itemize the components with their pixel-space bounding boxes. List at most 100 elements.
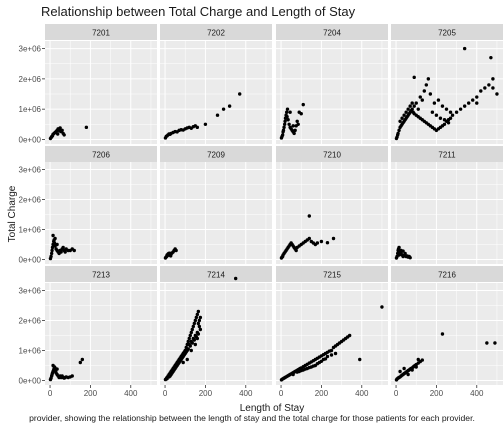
data-point xyxy=(288,110,292,114)
data-point xyxy=(424,83,429,87)
data-point xyxy=(167,251,172,255)
data-point xyxy=(403,251,407,256)
data-point xyxy=(191,324,195,329)
y-tick-label: 3e+06 xyxy=(19,287,42,296)
data-point xyxy=(282,122,287,127)
data-point xyxy=(197,318,202,323)
data-point xyxy=(184,350,188,354)
facet-strip xyxy=(391,266,503,282)
data-point xyxy=(400,116,404,120)
data-point xyxy=(418,95,422,99)
data-point xyxy=(238,92,242,96)
facet-panels: 7201 7202 7204 7205 7206 7209 7210 7211 7213 7214… xyxy=(45,24,503,385)
data-point xyxy=(292,131,296,136)
y-tick-label: 2e+06 xyxy=(19,317,42,326)
data-point xyxy=(466,101,471,105)
data-point xyxy=(174,365,178,369)
data-point xyxy=(307,214,311,218)
data-point xyxy=(331,236,336,241)
data-point xyxy=(479,89,483,93)
facet-strip xyxy=(391,146,503,162)
data-point xyxy=(190,327,194,332)
data-point xyxy=(434,113,439,117)
data-point xyxy=(358,357,362,362)
data-point xyxy=(485,341,489,345)
data-point xyxy=(55,242,59,247)
data-point xyxy=(347,333,352,338)
data-point xyxy=(227,104,232,108)
data-point xyxy=(475,95,479,99)
data-point xyxy=(196,332,201,336)
x-tick-label: 400 xyxy=(355,389,369,398)
facet-strip xyxy=(45,266,157,282)
data-point xyxy=(420,358,424,362)
data-point xyxy=(483,86,487,90)
y-tick-label: 1e+06 xyxy=(19,226,42,235)
panel-background xyxy=(160,283,272,385)
facet-strip xyxy=(45,24,157,40)
data-point xyxy=(412,75,416,80)
data-point xyxy=(303,367,307,371)
facet-panel-7214: 7214 xyxy=(160,266,272,385)
data-point xyxy=(70,374,74,378)
data-point xyxy=(178,359,182,363)
data-point xyxy=(397,128,401,133)
data-point xyxy=(49,254,53,259)
data-point xyxy=(397,245,401,250)
x-tick-label: 0 xyxy=(394,389,399,398)
facet-strip xyxy=(45,146,157,162)
data-point xyxy=(299,112,303,116)
data-point xyxy=(58,126,62,130)
data-point xyxy=(329,353,334,357)
data-point xyxy=(53,236,57,241)
data-point xyxy=(188,333,192,338)
data-point xyxy=(319,359,324,363)
figure-caption: provider, showing the relationship betwe… xyxy=(29,413,475,423)
facet-panel-7216: 7216 xyxy=(391,266,503,385)
data-point xyxy=(50,245,55,250)
facet-panel-7202: 7202 xyxy=(160,24,272,144)
data-point xyxy=(491,77,495,81)
facet-panel-7209: 7209 xyxy=(160,146,272,264)
data-point xyxy=(195,336,200,341)
data-point xyxy=(52,241,57,245)
y-tick-label: 3e+06 xyxy=(19,45,42,54)
data-point xyxy=(186,347,190,351)
data-point xyxy=(442,118,447,122)
facet-strip-label: 7215 xyxy=(323,271,341,280)
data-point xyxy=(80,357,85,362)
data-point xyxy=(172,368,176,372)
data-point xyxy=(187,336,191,341)
facet-panel-7211: 7211 xyxy=(391,146,503,264)
data-point xyxy=(401,249,405,253)
facet-panel-7206: 7206 xyxy=(45,146,157,264)
data-point xyxy=(420,98,424,102)
data-point xyxy=(51,233,55,238)
x-tick-label: 200 xyxy=(84,389,98,398)
data-point xyxy=(286,118,290,122)
data-point xyxy=(285,107,290,111)
data-point xyxy=(51,363,55,368)
data-point xyxy=(188,344,192,348)
data-point xyxy=(193,342,198,347)
data-point xyxy=(293,128,297,133)
data-point xyxy=(280,133,285,137)
data-point xyxy=(299,368,303,373)
facet-strip-label: 7210 xyxy=(323,151,341,160)
data-point xyxy=(283,119,287,123)
facet-strip-label: 7202 xyxy=(207,29,225,38)
data-point xyxy=(444,107,449,111)
data-point xyxy=(436,98,441,102)
panel-background xyxy=(391,41,503,144)
x-tick-label: 400 xyxy=(470,389,484,398)
data-point xyxy=(170,371,174,375)
facet-panel-7204: 7204 xyxy=(276,24,388,144)
data-point xyxy=(50,248,54,253)
facet-strip xyxy=(276,266,388,282)
facet-strip xyxy=(160,146,272,162)
data-point xyxy=(195,312,200,317)
x-tick-label: 200 xyxy=(199,389,213,398)
facet-strip-label: 7204 xyxy=(323,29,341,38)
data-point xyxy=(182,353,186,357)
